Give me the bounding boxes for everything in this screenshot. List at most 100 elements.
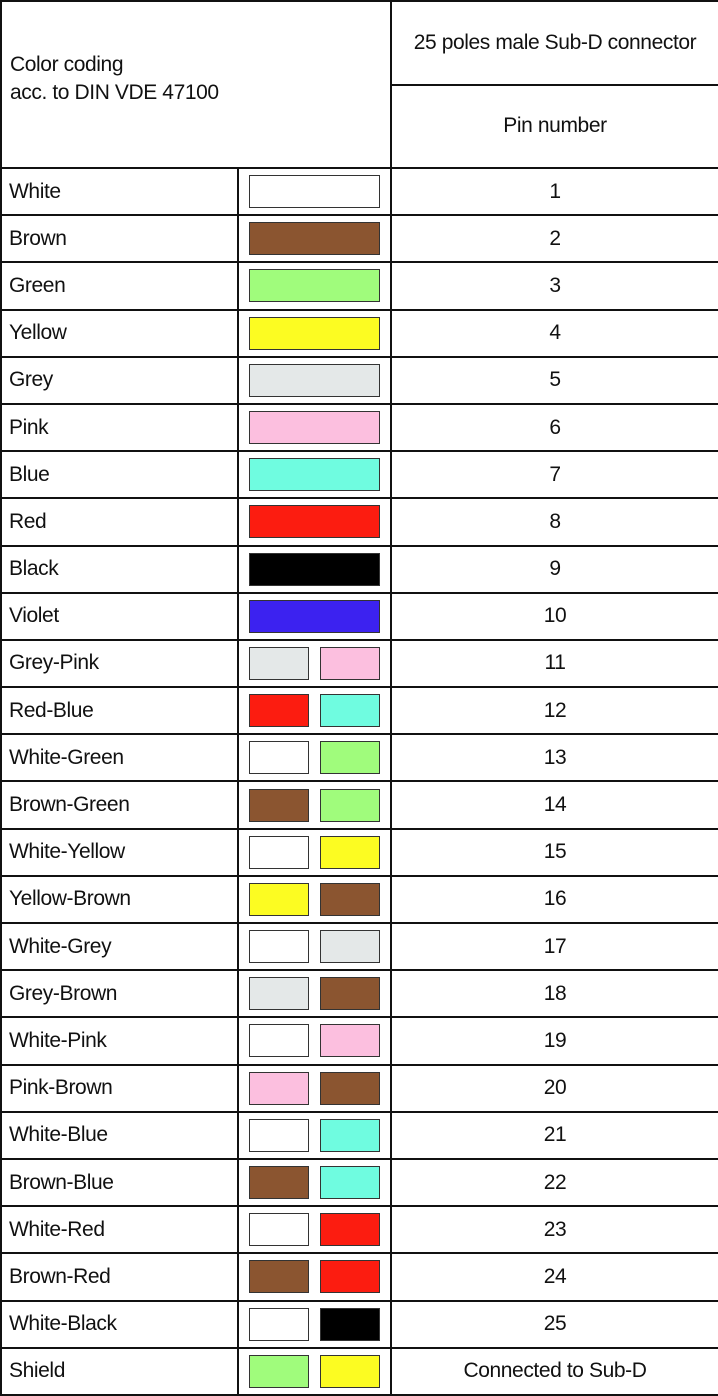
pin-number: 14 [390, 780, 718, 830]
color-swatch-cell [237, 166, 392, 217]
pin-number: 20 [390, 1063, 718, 1113]
swatch-group [239, 222, 390, 256]
color-name: Brown-Red [0, 1252, 239, 1302]
pin-number: 10 [390, 591, 718, 641]
color-swatch-blue [320, 1166, 380, 1200]
color-swatch-brown [249, 788, 309, 822]
color-swatch-red [249, 694, 309, 728]
color-swatch-cell [237, 1252, 392, 1302]
swatch-group [239, 1071, 390, 1105]
color-swatch-brown [249, 222, 380, 256]
color-name: White-Red [0, 1205, 239, 1255]
color-swatch-white [249, 835, 309, 869]
table-row: Red-Blue 12 [0, 686, 718, 736]
color-coding-header: Color coding acc. to DIN VDE 47100 [0, 0, 392, 169]
color-swatch-brown [320, 882, 380, 916]
color-name: Pink-Brown [0, 1063, 239, 1113]
swatch-group [239, 316, 390, 350]
color-swatch-pink [249, 1071, 309, 1105]
table-row: Violet 10 [0, 591, 718, 641]
color-swatch-cell [237, 591, 392, 641]
swatch-group [239, 269, 390, 303]
swatch-group [239, 1307, 390, 1341]
color-swatch-white [249, 175, 380, 209]
pin-number: 11 [390, 638, 718, 689]
color-swatch-white [249, 1024, 309, 1058]
swatch-group [239, 599, 390, 633]
color-name: Pink [0, 402, 239, 453]
swatch-group [239, 646, 390, 680]
table-row: Pink 6 [0, 402, 718, 453]
table-row: Pink-Brown 20 [0, 1063, 718, 1113]
color-swatch-cell [237, 544, 392, 594]
pin-number: 8 [390, 497, 718, 547]
swatch-group [239, 788, 390, 822]
pin-number: 13 [390, 733, 718, 783]
color-swatch-brown [320, 1071, 380, 1105]
color-swatch-cell [237, 733, 392, 783]
swatch-group [239, 835, 390, 869]
table-row: White 1 [0, 166, 718, 217]
color-swatch-brown [249, 1260, 309, 1294]
pin-number: 5 [390, 355, 718, 405]
table-row: White-Blue 21 [0, 1110, 718, 1160]
color-name: Shield [0, 1346, 239, 1396]
table-row: White-Red 23 [0, 1205, 718, 1255]
table-row: Brown-Red 24 [0, 1252, 718, 1302]
color-swatch-black [320, 1307, 380, 1341]
swatch-group [239, 175, 390, 209]
pin-number: 7 [390, 450, 718, 500]
color-name: Red [0, 497, 239, 547]
pin-number-header: Pin number [390, 83, 718, 169]
pin-number: 1 [390, 166, 718, 217]
header-row-2: Pin number [1, 83, 718, 169]
color-swatch-green [320, 788, 380, 822]
color-swatch-green [320, 741, 380, 775]
color-name: Green [0, 261, 239, 311]
swatch-group [239, 1213, 390, 1247]
color-swatch-yellow [320, 835, 380, 869]
table-row: White-Green 13 [0, 733, 718, 783]
color-swatch-cell [237, 921, 392, 972]
color-swatch-cell [237, 1157, 392, 1208]
color-swatch-cell [237, 827, 392, 877]
color-name: Violet [0, 591, 239, 641]
pin-number: 23 [390, 1205, 718, 1255]
color-swatch-blue [320, 1118, 380, 1152]
color-name: Black [0, 544, 239, 594]
table-row: Grey-Pink 11 [0, 638, 718, 689]
swatch-group [239, 411, 390, 445]
color-swatch-cell [237, 1063, 392, 1113]
pin-number: 12 [390, 686, 718, 736]
color-swatch-cell [237, 308, 392, 358]
table-row: Yellow-Brown 16 [0, 874, 718, 925]
pin-number: Connected to Sub-D [390, 1346, 718, 1396]
table-row: Grey-Brown 18 [0, 969, 718, 1019]
swatch-group [239, 930, 390, 964]
color-name: Brown [0, 214, 239, 264]
table-row: White-Yellow 15 [0, 827, 718, 877]
swatch-group [239, 363, 390, 397]
pin-number: 24 [390, 1252, 718, 1302]
pin-number: 17 [390, 921, 718, 972]
header-standard: acc. to DIN VDE 47100 [10, 80, 219, 104]
table-row: Yellow 4 [0, 308, 718, 358]
color-swatch-grey [320, 930, 380, 964]
color-swatch-red [320, 1213, 380, 1247]
pin-number: 16 [390, 874, 718, 925]
color-swatch-white [249, 741, 309, 775]
swatch-group [239, 1166, 390, 1200]
color-swatch-brown [249, 1166, 309, 1200]
color-swatch-cell [237, 638, 392, 689]
color-name: Grey [0, 355, 239, 405]
pin-number: 21 [390, 1110, 718, 1160]
header-row: Color coding acc. to DIN VDE 47100 25 po… [0, 0, 718, 169]
color-swatch-cell [237, 355, 392, 405]
color-swatch-cell [237, 261, 392, 311]
color-swatch-pink [320, 646, 380, 680]
color-name: White-Blue [0, 1110, 239, 1160]
color-swatch-cell [237, 1299, 392, 1349]
color-name: Grey-Pink [0, 638, 239, 689]
pin-number: 9 [390, 544, 718, 594]
color-name: White-Grey [0, 921, 239, 972]
